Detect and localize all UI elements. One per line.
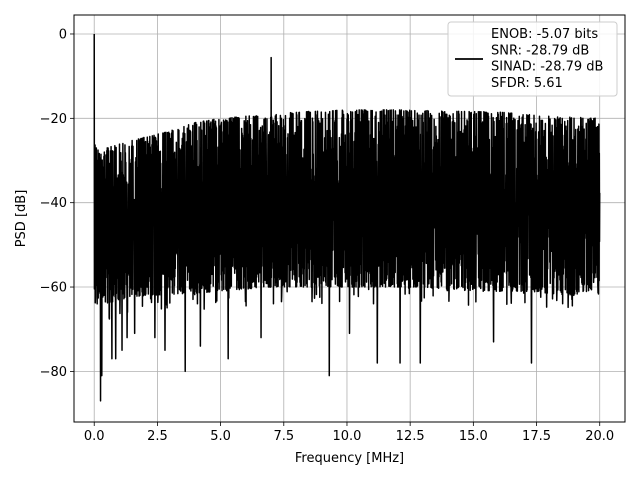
x-tick-label: 10.0 — [332, 429, 361, 444]
legend-entry-line: SINAD: -28.79 dB — [491, 60, 603, 75]
y-tick-label: −40 — [40, 196, 67, 211]
x-tick-label: 17.5 — [522, 429, 551, 444]
legend-entry-line: ENOB: -5.07 bits — [491, 27, 598, 42]
x-tick-label: 2.5 — [147, 429, 168, 444]
y-tick-label: 0 — [59, 27, 67, 42]
legend-entry-line: SNR: -28.79 dB — [491, 43, 589, 58]
series-psd — [93, 33, 601, 402]
x-tick-label: 0.0 — [84, 429, 105, 444]
legend-entry-line: SFDR: 5.61 — [491, 76, 563, 91]
x-tick-label: 15.0 — [459, 429, 488, 444]
y-tick-label: −80 — [40, 365, 67, 380]
axes-frame — [73, 14, 626, 423]
y-axis-label: PSD [dB] — [14, 190, 29, 248]
x-tick-label: 12.5 — [396, 429, 425, 444]
x-tick-label: 7.5 — [273, 429, 294, 444]
x-tick-label: 5.0 — [210, 429, 231, 444]
x-axis-label: Frequency [MHz] — [295, 451, 404, 466]
legend-box — [447, 21, 618, 97]
ticks: 0.0 2.5 5.0 7.5 10.0 12.5 15.0 17.5 20.0 0 −20 −40 −… — [40, 27, 615, 444]
psd-series-line — [93, 33, 601, 402]
y-tick-label: −20 — [40, 112, 67, 127]
x-tick-label: 20.0 — [585, 429, 614, 444]
y-tick-label: −60 — [40, 281, 67, 296]
